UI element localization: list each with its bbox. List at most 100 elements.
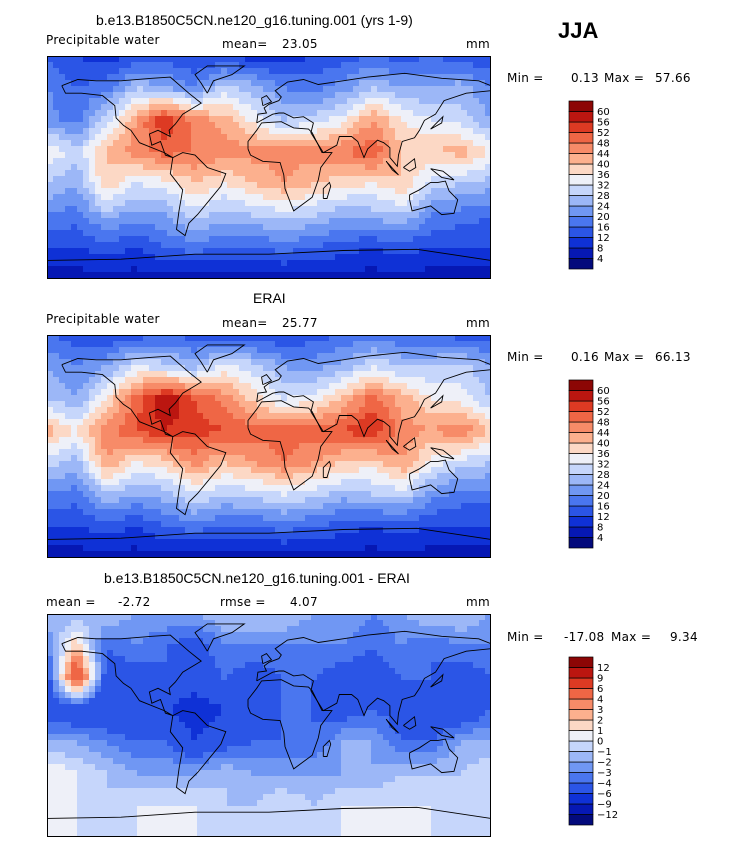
panel2-field-cell <box>383 449 390 456</box>
panel2-field-cell <box>77 473 84 480</box>
panel1-field-cell <box>113 128 120 135</box>
panel2-field-cell <box>149 383 156 390</box>
panel1-field-cell <box>293 242 300 249</box>
panel2-field-cell <box>101 419 108 426</box>
panel1-field-cell <box>329 74 336 81</box>
panel2-field-cell <box>341 473 348 480</box>
panel2-field-cell <box>143 419 150 426</box>
panel1-field-cell <box>197 254 204 261</box>
panel1-variable-label: Precipitable water <box>46 33 160 47</box>
panel1-field-cell <box>485 104 491 111</box>
panel1-field-cell <box>287 74 294 81</box>
panel1-field-cell <box>119 242 126 249</box>
panel2-field-cell <box>191 503 198 510</box>
panel2-field-cell <box>233 443 240 450</box>
panel1-field-cell <box>299 182 306 189</box>
panel1-field-cell <box>209 272 216 279</box>
panel2-field-cell <box>473 365 480 372</box>
panel1-field-cell <box>377 134 384 141</box>
panel1-field-cell <box>47 68 54 75</box>
panel2-field-cell <box>149 425 156 432</box>
panel2-field-cell <box>47 371 54 378</box>
panel1-field-cell <box>251 158 258 165</box>
panel1-field-cell <box>419 248 426 255</box>
panel1-field-cell <box>53 104 60 111</box>
panel1-field-cell <box>317 164 324 171</box>
panel1-field-cell <box>305 194 312 201</box>
panel1-field-cell <box>149 242 156 249</box>
panel2-field-cell <box>293 377 300 384</box>
panel2-field-cell <box>131 353 138 360</box>
panel2-field-cell <box>401 407 408 414</box>
panel2-field-cell <box>143 383 150 390</box>
panel1-field-cell <box>311 86 318 93</box>
panel1-field-cell <box>119 206 126 213</box>
panel2-field-cell <box>125 407 132 414</box>
panel1-field-cell <box>335 116 342 123</box>
panel1-field-cell <box>239 182 246 189</box>
panel2-field-cell <box>173 443 180 450</box>
panel2-field-cell <box>281 395 288 402</box>
panel2-field-cell <box>119 407 126 414</box>
panel1-field-cell <box>485 98 491 105</box>
panel1-field-cell <box>389 170 396 177</box>
panel1-field-cell <box>47 218 54 225</box>
panel2-field-cell <box>233 491 240 498</box>
panel2-field-cell <box>191 365 198 372</box>
panel1-field-cell <box>215 260 222 267</box>
panel1-field-cell <box>413 212 420 219</box>
panel2-field-cell <box>257 431 264 438</box>
panel2-field-cell <box>257 335 264 342</box>
panel2-field-cell <box>77 455 84 462</box>
panel1-field-cell <box>227 74 234 81</box>
panel1-field-cell <box>197 134 204 141</box>
panel2-field-cell <box>59 443 66 450</box>
panel1-field-cell <box>143 266 150 273</box>
panel2-field-cell <box>107 353 114 360</box>
panel1-field-cell <box>461 200 468 207</box>
panel1-field-cell <box>407 254 414 261</box>
panel1-field-cell <box>323 242 330 249</box>
panel1-field-cell <box>227 200 234 207</box>
panel2-field-cell <box>311 353 318 360</box>
panel1-field-cell <box>125 74 132 81</box>
panel2-field-cell <box>185 347 192 354</box>
panel2-field-cell <box>239 383 246 390</box>
panel2-field-cell <box>89 395 96 402</box>
panel2-field-cell <box>221 365 228 372</box>
panel1-field-cell <box>197 104 204 111</box>
panel1-field-cell <box>143 92 150 99</box>
panel2-field-cell <box>269 497 276 504</box>
panel2-field-cell <box>389 347 396 354</box>
panel2-field-cell <box>419 365 426 372</box>
panel1-field-cell <box>215 158 222 165</box>
panel2-field-cell <box>233 503 240 510</box>
panel2-field-cell <box>71 341 78 348</box>
panel1-field-cell <box>197 266 204 273</box>
panel2-field-cell <box>281 377 288 384</box>
panel1-field-cell <box>143 158 150 165</box>
panel1-field-cell <box>131 188 138 195</box>
panel1-field-cell <box>245 254 252 261</box>
panel2-field-cell <box>455 395 462 402</box>
panel1-field-cell <box>95 260 102 267</box>
panel1-field-cell <box>197 116 204 123</box>
panel2-field-cell <box>287 467 294 474</box>
panel1-field-cell <box>461 212 468 219</box>
panel2-field-cell <box>293 413 300 420</box>
panel2-field-cell <box>173 503 180 510</box>
panel1-field-cell <box>179 236 186 243</box>
panel1-field-cell <box>71 194 78 201</box>
panel1-field-cell <box>155 146 162 153</box>
panel2-field-cell <box>365 389 372 396</box>
panel2-field-cell <box>137 473 144 480</box>
panel1-field-cell <box>191 68 198 75</box>
panel1-field-cell <box>65 74 72 81</box>
panel1-field-cell <box>377 164 384 171</box>
panel2-field-cell <box>233 437 240 444</box>
panel1-field-cell <box>209 176 216 183</box>
panel2-field-cell <box>419 497 426 504</box>
panel2-field-cell <box>209 389 216 396</box>
panel2-field-cell <box>461 407 468 414</box>
panel2-field-cell <box>59 491 66 498</box>
